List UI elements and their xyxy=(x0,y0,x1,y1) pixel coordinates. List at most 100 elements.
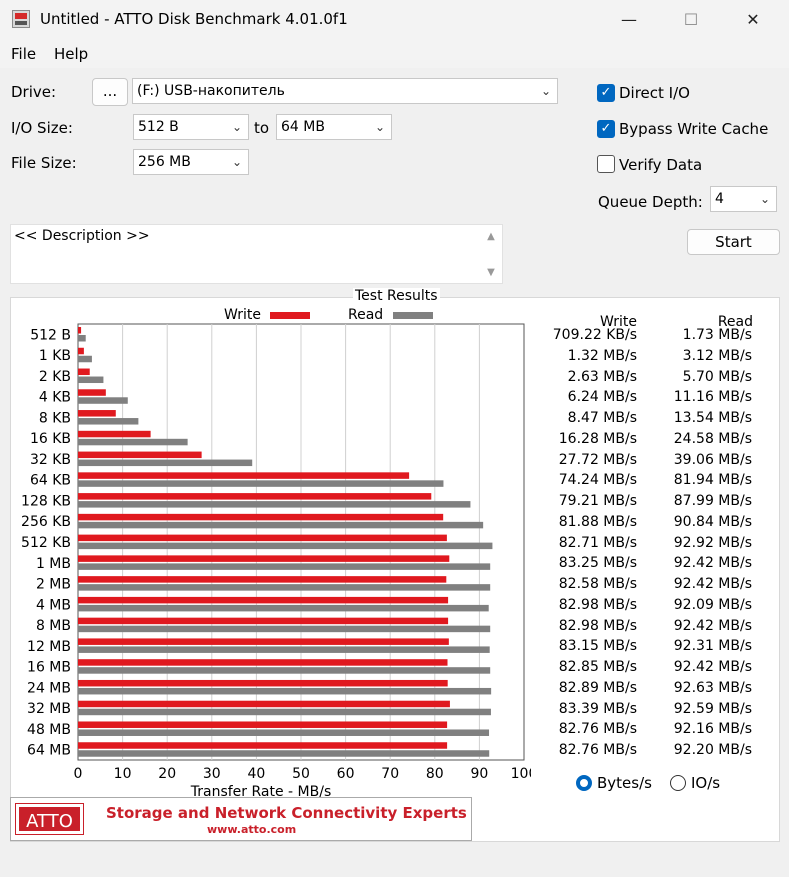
read-value: 39.06 MB/s xyxy=(673,451,752,468)
transfer-rate-chart: 0 10 20 30 40 50 60 70 80 90 100 Transfer Rate - MB… xyxy=(21,323,531,800)
drive-value: (F:) USB-накопитель xyxy=(137,83,285,99)
x-axis-label: Transfer Rate - MB/s xyxy=(190,784,332,800)
app-icon xyxy=(12,10,30,28)
banner-tagline: Storage and Network Connectivity Experts xyxy=(106,804,467,822)
write-bar xyxy=(78,472,410,479)
read-value: 3.12 MB/s xyxy=(682,347,752,364)
queue-depth-select[interactable]: 4 ⌄ xyxy=(710,186,777,212)
chevron-down-icon: ⌄ xyxy=(231,155,242,169)
y-tick-label: 16 KB xyxy=(30,431,71,447)
description-scrollbar[interactable]: ▲ ▼ xyxy=(480,225,502,283)
read-bar xyxy=(78,708,491,716)
read-bar xyxy=(78,563,491,570)
read-value: 92.42 MB/s xyxy=(673,555,752,572)
atto-logo: ATTO xyxy=(15,803,84,835)
legend-write-label: Write xyxy=(224,307,261,323)
read-bar xyxy=(78,729,490,736)
write-value: 82.98 MB/s xyxy=(558,596,637,613)
title-bar: Untitled - ATTO Disk Benchmark 4.01.0f1 … xyxy=(0,0,789,40)
write-value: 79.21 MB/s xyxy=(558,493,637,510)
read-bar xyxy=(78,459,253,467)
read-value: 92.42 MB/s xyxy=(673,576,752,593)
start-button[interactable]: Start xyxy=(687,229,780,255)
write-value: 1.32 MB/s xyxy=(567,347,637,364)
verify-data-checkbox[interactable] xyxy=(597,155,615,173)
write-bar xyxy=(78,451,202,459)
read-bar xyxy=(78,438,188,446)
verify-data-label: Verify Data xyxy=(619,156,703,174)
column-read-header: Read xyxy=(717,314,753,330)
io-per-sec-label: IO/s xyxy=(691,774,721,792)
menu-help[interactable]: Help xyxy=(54,45,89,63)
minimize-button[interactable]: — xyxy=(621,10,637,29)
write-bar xyxy=(78,596,449,604)
write-bar xyxy=(78,347,84,355)
scroll-down-icon[interactable]: ▼ xyxy=(487,267,495,278)
write-value: 27.72 MB/s xyxy=(558,451,637,468)
menu-bar: File Help xyxy=(0,40,789,68)
read-value: 92.16 MB/s xyxy=(673,721,752,738)
read-bar xyxy=(78,501,471,508)
io-size-to-select[interactable]: 64 MB ⌄ xyxy=(276,114,392,140)
write-bar xyxy=(78,493,432,500)
read-value: 5.70 MB/s xyxy=(682,368,752,385)
read-value: 13.54 MB/s xyxy=(673,410,752,427)
chevron-down-icon: ⌄ xyxy=(540,84,551,98)
write-bar xyxy=(78,368,90,376)
scroll-up-icon[interactable]: ▲ xyxy=(487,231,495,242)
chevron-down-icon: ⌄ xyxy=(374,120,385,134)
description-text: << Description >> xyxy=(14,228,150,244)
write-value: 82.76 MB/s xyxy=(558,742,637,759)
results-title: Test Results xyxy=(353,288,440,304)
bypass-cache-checkbox[interactable]: ✓ xyxy=(597,120,615,138)
read-value: 92.31 MB/s xyxy=(673,638,752,655)
menu-file[interactable]: File xyxy=(11,45,37,63)
y-tick-label: 32 MB xyxy=(27,701,71,717)
write-bar xyxy=(78,555,450,562)
read-value: 92.42 MB/s xyxy=(673,659,752,676)
legend-write-swatch xyxy=(270,312,310,319)
io-size-from-select[interactable]: 512 B ⌄ xyxy=(133,114,249,140)
x-tick-label: 60 xyxy=(337,766,355,782)
write-value: 8.47 MB/s xyxy=(567,410,637,427)
drive-select[interactable]: (F:) USB-накопитель ⌄ xyxy=(132,78,558,104)
write-value: 83.25 MB/s xyxy=(558,555,637,572)
x-tick-label: 70 xyxy=(381,766,399,782)
write-value: 82.89 MB/s xyxy=(558,679,637,696)
write-bar xyxy=(78,742,448,749)
read-value: 92.59 MB/s xyxy=(673,700,752,717)
read-value: 81.94 MB/s xyxy=(673,472,752,489)
y-tick-label: 2 MB xyxy=(36,577,71,593)
write-value: 6.24 MB/s xyxy=(567,389,637,406)
close-button[interactable]: ✕ xyxy=(746,10,760,29)
queue-depth-label: Queue Depth: xyxy=(598,193,703,211)
direct-io-label: Direct I/O xyxy=(619,84,690,102)
write-bar xyxy=(78,576,447,583)
x-tick-label: 40 xyxy=(247,766,265,782)
io-per-sec-radio[interactable] xyxy=(670,775,686,791)
read-bar xyxy=(78,667,491,674)
io-size-label: I/O Size: xyxy=(11,119,73,137)
read-bar xyxy=(78,397,128,404)
write-value: 2.63 MB/s xyxy=(567,368,637,385)
bypass-cache-label: Bypass Write Cache xyxy=(619,120,769,138)
write-bar xyxy=(78,513,444,521)
description-textarea[interactable]: << Description >> ▲ ▼ xyxy=(10,224,503,284)
window-title: Untitled - ATTO Disk Benchmark 4.01.0f1 xyxy=(40,10,348,28)
x-tick-label: 100 xyxy=(511,766,531,782)
y-tick-label: 512 B xyxy=(30,327,71,343)
legend-read-label: Read xyxy=(348,307,384,323)
write-bar xyxy=(78,700,450,708)
read-bar xyxy=(78,335,86,342)
x-tick-label: 30 xyxy=(203,766,221,782)
browse-button[interactable]: ... xyxy=(92,78,128,106)
client-area: Drive: ... (F:) USB-накопитель ⌄ I/O Siz… xyxy=(0,68,789,877)
write-value: 74.24 MB/s xyxy=(558,472,637,489)
maximize-button[interactable]: ☐ xyxy=(683,10,699,29)
read-bar xyxy=(78,750,490,757)
write-value: 83.39 MB/s xyxy=(558,700,637,717)
read-bar xyxy=(78,604,489,612)
direct-io-checkbox[interactable]: ✓ xyxy=(597,84,615,102)
file-size-select[interactable]: 256 MB ⌄ xyxy=(133,149,249,175)
bytes-per-sec-radio[interactable] xyxy=(576,775,592,791)
